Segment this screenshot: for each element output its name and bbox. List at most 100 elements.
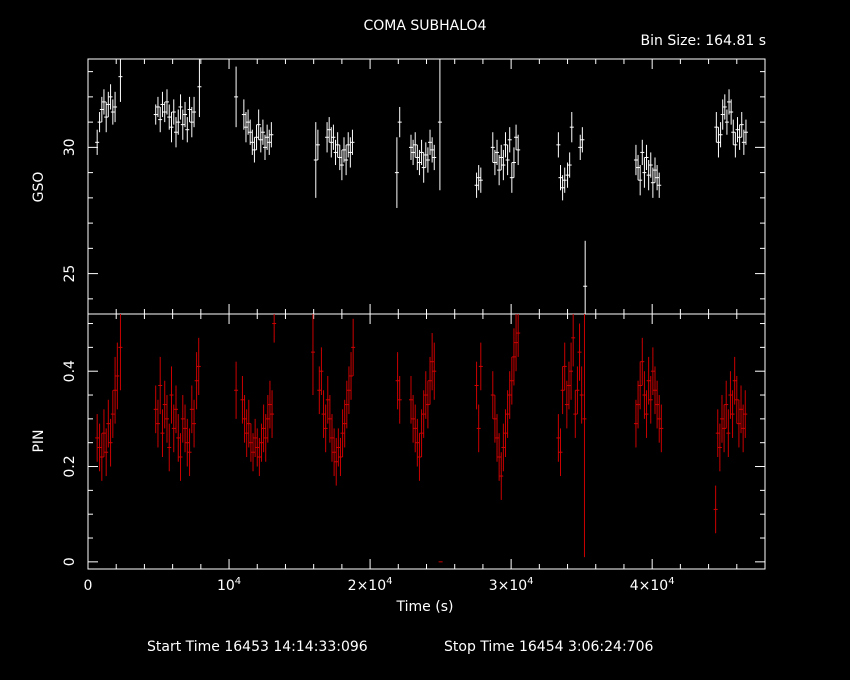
gso-data-point [101,89,106,115]
pin-data-point [743,390,748,438]
pin-data-point [507,371,512,419]
gso-data-point [265,124,270,150]
gso-data-point [492,149,497,176]
gso-data-point [716,127,721,158]
gso-data-point [646,159,651,191]
pin-data-point [321,390,326,438]
pin-data-point [577,323,582,381]
gso-data-point [558,165,563,191]
pin-data-point [505,390,510,438]
pin-data-point [332,428,337,477]
pin-data-point [192,399,197,448]
gso-data-point [648,152,653,178]
pin-data-point [118,314,123,391]
gso-data-point [162,101,167,123]
pin-data-point [346,366,351,415]
pin-data-point [106,399,111,448]
pin-data-point [492,395,497,443]
gso-data-point [331,124,336,150]
gso-data-point [254,124,259,150]
pin-data-point [334,437,339,486]
gso-y-tick-label: 30 [62,138,78,156]
pin-data-point [560,366,565,415]
gso-data-point [640,139,645,166]
pin-data-point [415,418,420,467]
gso-data-point [344,144,349,176]
gso-data-point [474,172,479,198]
pin-data-point [270,390,275,438]
gso-data-point [739,112,744,138]
pin-data-point [719,395,724,443]
gso-data-point [155,96,160,118]
pin-data-point [261,404,266,453]
pin-data-point [722,404,727,453]
x-axis-label: Time (s) [396,599,454,615]
gso-axis-ticks [87,59,766,314]
gso-data-point [425,147,430,173]
pin-data-point [330,414,335,462]
gso-data-point [97,112,102,133]
gso-data-point [578,134,583,160]
gso-data-point [346,132,351,158]
pin-data-point [573,390,578,438]
pin-axis-ticks [87,314,766,569]
pin-data-point [501,423,506,472]
pin-data-point [248,423,253,462]
gso-data-point [735,117,740,143]
pin-data-point [265,395,270,443]
gso-data-point [248,119,253,145]
gso-data-point [183,101,188,128]
pin-data-point [244,409,249,457]
pin-data-point [499,452,504,500]
gso-y-tick-label: 25 [62,265,78,283]
pin-data-point [636,380,641,429]
gso-data-point [153,104,158,125]
pin-data-point [497,433,502,481]
gso-data-point [720,99,725,130]
pin-data-point [430,333,435,391]
gso-data-point [560,175,565,201]
gso-data-point [250,129,255,155]
pin-y-tick-label: 0 [62,557,78,566]
gso-data-point [743,119,748,145]
pin-data-point [164,395,169,443]
pin-data-point [413,404,418,453]
gso-data-point [501,149,506,181]
gso-data-point [495,139,500,166]
pin-data-point [246,399,251,448]
pin-data-point [158,356,163,415]
pin-data-point [419,409,424,457]
gso-data-point [722,94,727,120]
gso-data-point [580,127,585,153]
gso-data-point [737,124,742,150]
pin-data-point [516,314,521,357]
gso-data-point [106,91,111,118]
gso-data-point [428,129,433,155]
pin-data-point [732,356,737,405]
pin-data-point [417,433,422,481]
pin-data-point [564,380,569,429]
pin-data-point [340,409,345,457]
pin-data-point [717,423,722,472]
gso-data-point [234,66,239,128]
pin-data-points [95,314,748,563]
pin-data-point [428,356,433,405]
pin-data-point [569,342,574,400]
gso-data-point [108,84,113,110]
gso-data-points [95,59,748,314]
gso-data-point [252,137,257,163]
pin-data-point [640,337,645,386]
gso-data-point [164,89,169,115]
pin-data-point [349,352,354,400]
gso-data-point [174,117,179,148]
gso-data-point [652,157,657,183]
gso-data-point [397,106,402,138]
pin-data-point [187,428,192,477]
pin-data-point [171,404,176,453]
pin-data-point [575,366,580,415]
gso-data-point [514,124,519,150]
pin-data-point [325,375,330,424]
pin-y-axis-label: PIN [31,429,47,452]
pin-data-point [99,433,104,481]
gso-data-point [411,139,416,166]
